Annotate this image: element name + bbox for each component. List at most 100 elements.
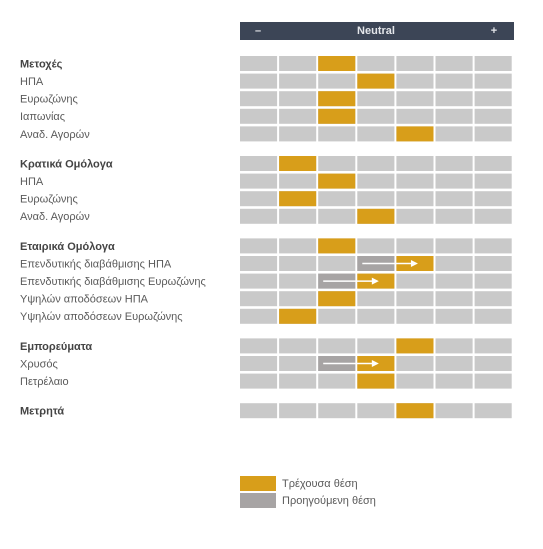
- grid-cell: [240, 238, 278, 254]
- row-label: Αναδ. Αγορών: [20, 129, 90, 141]
- grid-cell: [396, 308, 434, 324]
- grid-cell: [240, 356, 278, 371]
- grid-cell: [435, 338, 473, 354]
- grid-cell: [435, 308, 473, 324]
- grid-cell: [396, 173, 434, 189]
- grid-cell: [396, 356, 434, 371]
- legend-swatch-previous: [240, 493, 276, 508]
- grid-cell: [240, 126, 278, 142]
- grid-cell: [474, 373, 512, 389]
- grid-cell: [435, 273, 473, 289]
- row-label: Υψηλών αποδόσεων ΗΠΑ: [20, 294, 149, 306]
- grid-cell: [318, 338, 356, 354]
- grid-cell: [435, 156, 473, 171]
- grid-cell: [318, 156, 356, 171]
- grid-cell: [357, 173, 395, 189]
- grid-cell: [357, 338, 395, 354]
- grid-cell: [396, 56, 434, 71]
- current-position: [279, 191, 317, 207]
- grid-cell: [474, 238, 512, 254]
- grid-cell: [240, 338, 278, 354]
- grid-cell: [474, 108, 512, 124]
- header-neutral: Neutral: [357, 25, 395, 37]
- row-label: Αναδ. Αγορών: [20, 211, 90, 223]
- grid-cell: [474, 403, 512, 419]
- grid-cell: [474, 56, 512, 71]
- grid-cell: [435, 373, 473, 389]
- grid-cell: [240, 208, 278, 224]
- grid-cell: [357, 191, 395, 207]
- grid-cell: [279, 126, 317, 142]
- row-label: Επενδυτικής διαβάθμισης Ευρωζώνης: [20, 276, 206, 288]
- grid-cell: [396, 208, 434, 224]
- grid-cell: [474, 291, 512, 307]
- grid-cell: [435, 256, 473, 271]
- grid-cell: [396, 191, 434, 207]
- grid-cell: [240, 173, 278, 189]
- grid-cell: [240, 56, 278, 71]
- grid-cell: [279, 208, 317, 224]
- grid-cell: [279, 56, 317, 71]
- grid-cell: [240, 191, 278, 207]
- header-plus: +: [491, 25, 497, 37]
- current-position: [396, 403, 434, 419]
- legend-previous: Προηγούμενη θέση: [282, 495, 376, 507]
- grid-cell: [474, 156, 512, 171]
- grid-cell: [240, 373, 278, 389]
- grid-cell: [357, 308, 395, 324]
- grid-cell: [240, 308, 278, 324]
- grid-cell: [318, 308, 356, 324]
- grid-cell: [279, 338, 317, 354]
- group-title: Εταιρικά Ομόλογα: [20, 241, 115, 253]
- current-position: [279, 308, 317, 324]
- row-label: Υψηλών αποδόσεων Ευρωζώνης: [20, 311, 183, 323]
- grid-cell: [357, 156, 395, 171]
- grid-cell: [279, 91, 317, 107]
- grid-cell: [435, 356, 473, 371]
- grid-cell: [318, 191, 356, 207]
- current-position: [396, 338, 434, 354]
- grid-cell: [357, 91, 395, 107]
- grid-cell: [396, 91, 434, 107]
- grid-cell: [240, 256, 278, 271]
- move-arrowhead: [410, 260, 418, 267]
- grid-cell: [435, 108, 473, 124]
- grid-cell: [474, 273, 512, 289]
- grid-cell: [396, 156, 434, 171]
- grid-cell: [435, 291, 473, 307]
- group-title: Μετρητά: [20, 406, 64, 418]
- row-label: Ευρωζώνης: [20, 194, 78, 206]
- grid-cell: [474, 191, 512, 207]
- current-position: [318, 238, 356, 254]
- group-title: Κρατικά Ομόλογα: [20, 158, 113, 170]
- grid-cell: [279, 356, 317, 371]
- grid-cell: [474, 173, 512, 189]
- legend-swatch-current: [240, 476, 276, 491]
- grid-cell: [474, 338, 512, 354]
- grid-cell: [240, 403, 278, 419]
- current-position: [318, 291, 356, 307]
- grid-cell: [474, 308, 512, 324]
- grid-cell: [474, 256, 512, 271]
- current-position: [357, 208, 395, 224]
- current-position: [279, 156, 317, 171]
- move-arrowhead: [371, 360, 379, 367]
- grid-cell: [318, 373, 356, 389]
- grid-cell: [240, 273, 278, 289]
- current-position: [318, 91, 356, 107]
- grid-cell: [474, 126, 512, 142]
- grid-cell: [240, 108, 278, 124]
- grid-cell: [357, 291, 395, 307]
- grid-cell: [318, 126, 356, 142]
- grid-cell: [240, 73, 278, 89]
- row-label: Επενδυτικής διαβάθμισης ΗΠΑ: [20, 258, 172, 270]
- header-minus: –: [255, 25, 261, 37]
- grid-cell: [435, 238, 473, 254]
- grid-cell: [396, 373, 434, 389]
- move-arrowhead: [371, 277, 379, 285]
- grid-cell: [279, 256, 317, 271]
- current-position: [357, 73, 395, 89]
- grid-cell: [279, 73, 317, 89]
- grid-cell: [279, 108, 317, 124]
